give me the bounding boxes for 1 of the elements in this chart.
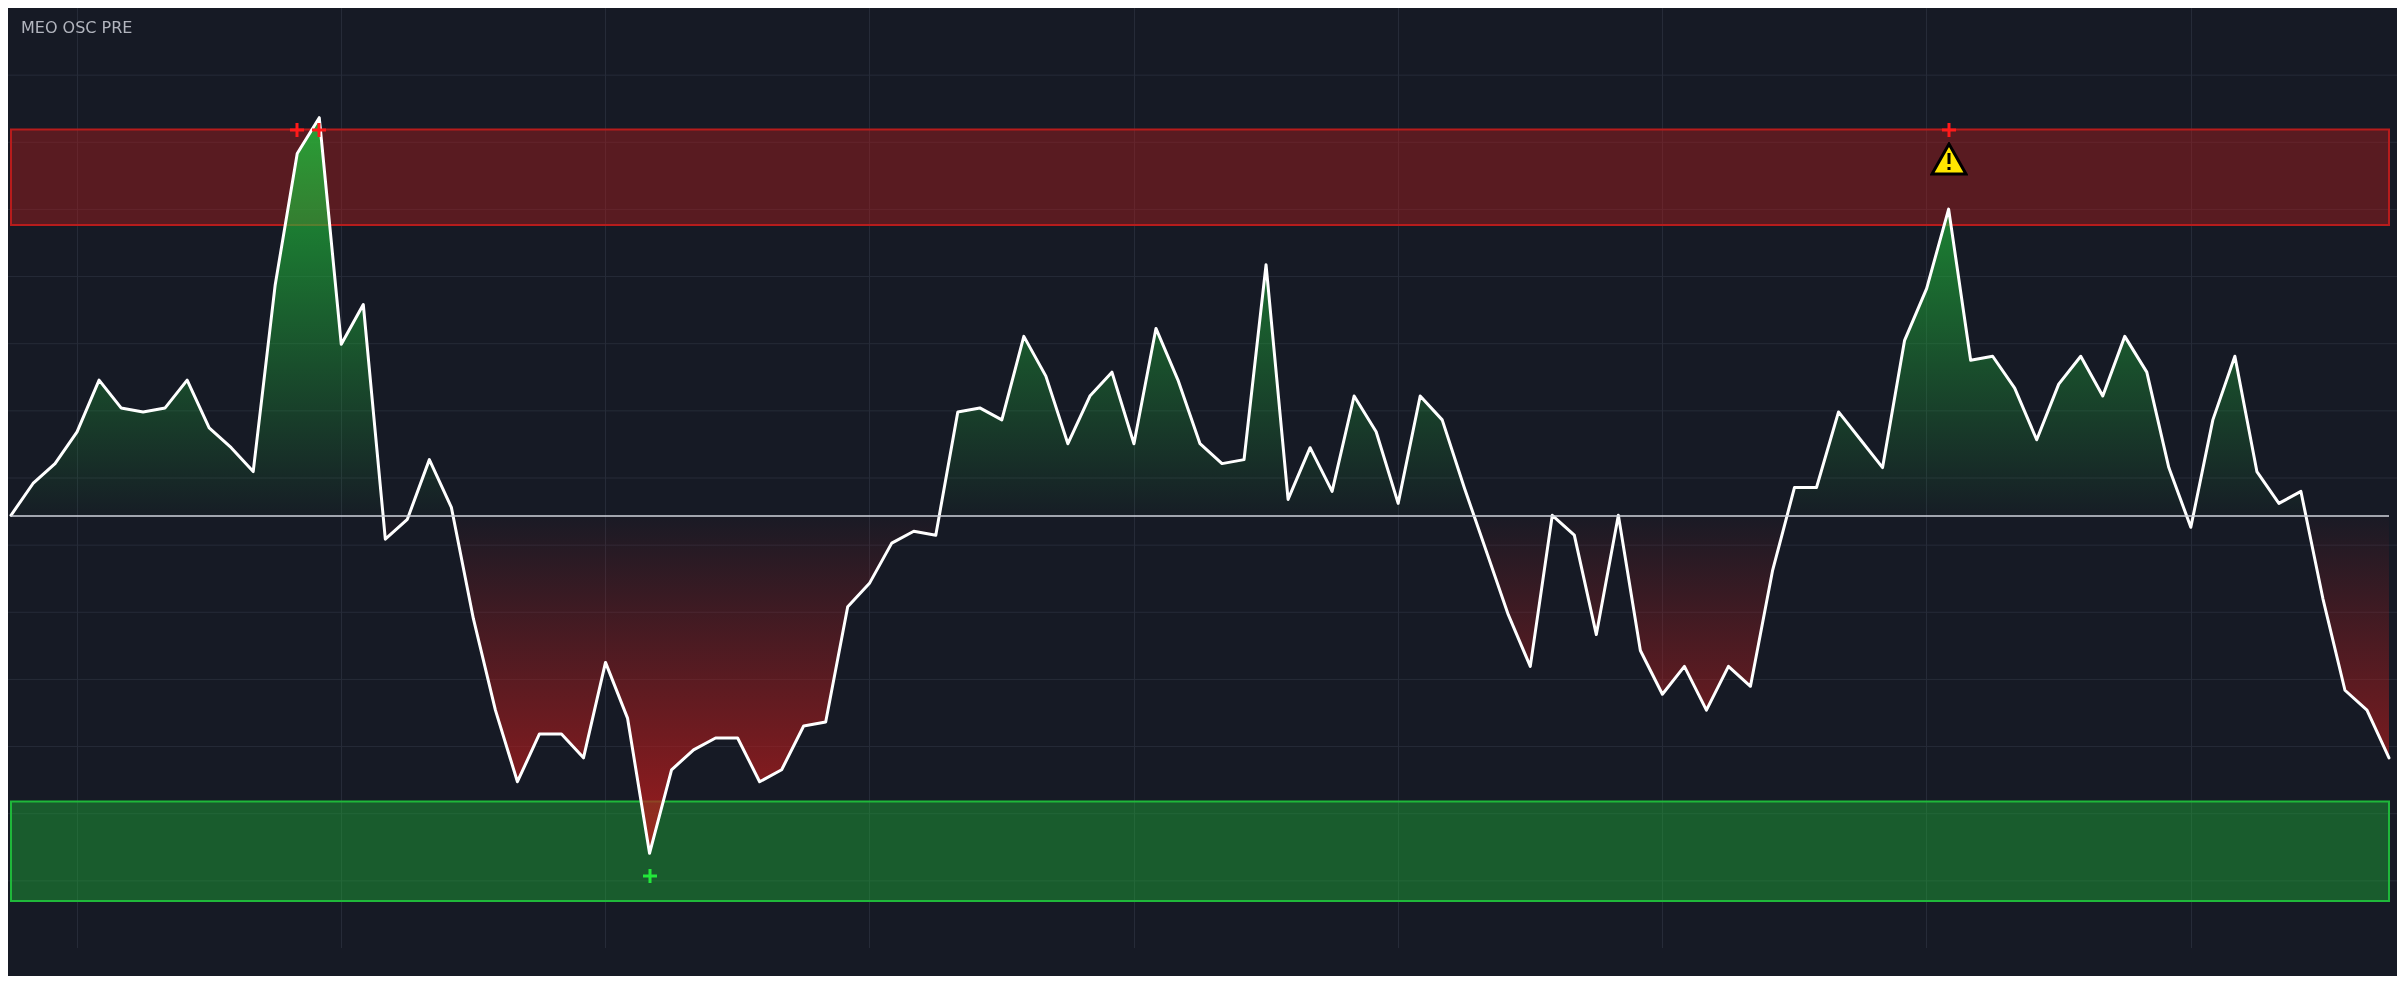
chart-title: MEO OSC PRE [21,17,133,37]
